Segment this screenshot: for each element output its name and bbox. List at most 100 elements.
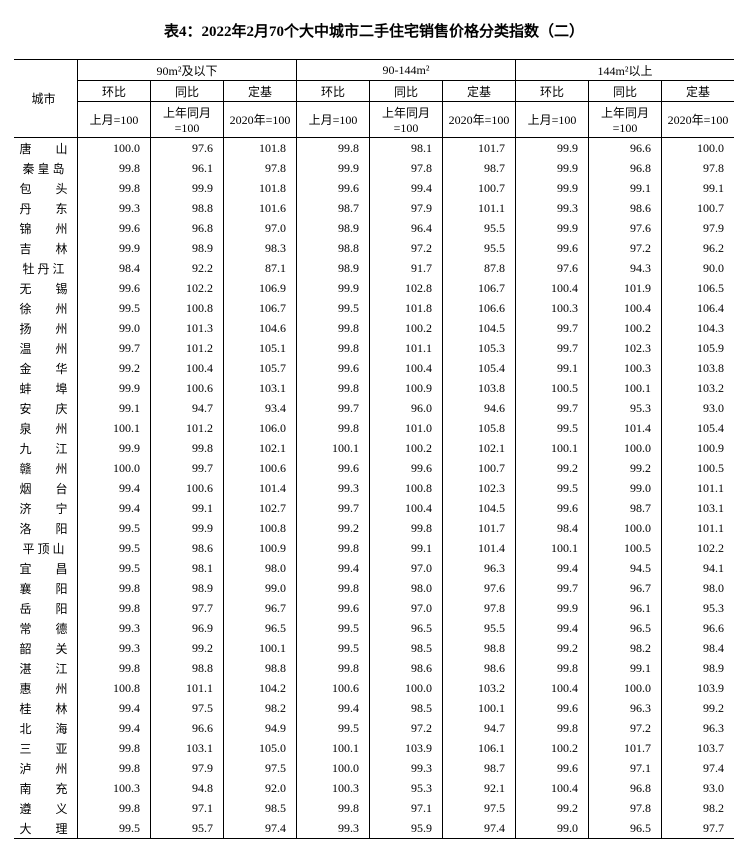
- value-cell: 99.9: [516, 178, 589, 198]
- value-cell: 101.2: [151, 418, 224, 438]
- value-cell: 99.1: [516, 358, 589, 378]
- city-cell: 韶 关: [14, 638, 78, 658]
- value-cell: 93.4: [224, 398, 297, 418]
- table-row: 北 海99.496.694.999.597.294.799.897.296.3: [14, 718, 734, 738]
- city-cell: 湛 江: [14, 658, 78, 678]
- value-cell: 99.5: [78, 558, 151, 578]
- value-cell: 101.4: [224, 478, 297, 498]
- header-hb: 环比: [516, 81, 589, 102]
- city-cell: 南 充: [14, 778, 78, 798]
- value-cell: 99.3: [78, 618, 151, 638]
- value-cell: 99.6: [78, 218, 151, 238]
- value-cell: 87.1: [224, 258, 297, 278]
- value-cell: 99.8: [78, 738, 151, 758]
- value-cell: 101.7: [443, 138, 516, 159]
- value-cell: 99.7: [516, 318, 589, 338]
- value-cell: 99.5: [78, 518, 151, 538]
- value-cell: 100.0: [297, 758, 370, 778]
- value-cell: 100.5: [516, 378, 589, 398]
- value-cell: 99.7: [78, 338, 151, 358]
- value-cell: 99.2: [297, 518, 370, 538]
- value-cell: 99.9: [297, 278, 370, 298]
- table-row: 徐 州99.5100.8106.799.5101.8106.6100.3100.…: [14, 298, 734, 318]
- value-cell: 100.0: [78, 458, 151, 478]
- value-cell: 99.2: [662, 698, 735, 718]
- table-row: 岳 阳99.897.796.799.697.097.899.996.195.3: [14, 598, 734, 618]
- value-cell: 99.9: [297, 158, 370, 178]
- table-row: 泸 州99.897.997.5100.099.398.799.697.197.4: [14, 758, 734, 778]
- header-base-fixed: 2020年=100: [224, 102, 297, 138]
- table-row: 唐 山100.097.6101.899.898.1101.799.996.610…: [14, 138, 734, 159]
- header-group-1: 90m²及以下: [78, 60, 297, 81]
- table-row: 吉 林99.998.998.398.897.295.599.697.296.2: [14, 238, 734, 258]
- value-cell: 98.5: [224, 798, 297, 818]
- table-row: 大 理99.595.797.499.395.997.499.096.597.7: [14, 818, 734, 839]
- value-cell: 102.2: [662, 538, 735, 558]
- value-cell: 98.5: [370, 638, 443, 658]
- value-cell: 99.4: [78, 698, 151, 718]
- value-cell: 99.4: [297, 558, 370, 578]
- value-cell: 99.1: [589, 658, 662, 678]
- value-cell: 99.4: [78, 498, 151, 518]
- value-cell: 98.9: [662, 658, 735, 678]
- value-cell: 99.1: [370, 538, 443, 558]
- value-cell: 97.1: [151, 798, 224, 818]
- value-cell: 98.4: [662, 638, 735, 658]
- city-cell: 包 头: [14, 178, 78, 198]
- value-cell: 99.5: [78, 298, 151, 318]
- value-cell: 101.7: [589, 738, 662, 758]
- value-cell: 105.8: [443, 418, 516, 438]
- value-cell: 99.8: [78, 758, 151, 778]
- city-cell: 吉 林: [14, 238, 78, 258]
- table-row: 韶 关99.399.2100.199.598.598.899.298.298.4: [14, 638, 734, 658]
- value-cell: 97.5: [224, 758, 297, 778]
- value-cell: 92.2: [151, 258, 224, 278]
- value-cell: 97.9: [151, 758, 224, 778]
- value-cell: 98.8: [151, 198, 224, 218]
- value-cell: 103.8: [662, 358, 735, 378]
- value-cell: 102.2: [151, 278, 224, 298]
- table-row: 锦 州99.696.897.098.996.495.599.997.697.9: [14, 218, 734, 238]
- value-cell: 100.1: [516, 438, 589, 458]
- value-cell: 99.8: [370, 518, 443, 538]
- value-cell: 99.3: [370, 758, 443, 778]
- value-cell: 101.1: [443, 198, 516, 218]
- value-cell: 99.4: [516, 618, 589, 638]
- value-cell: 100.8: [224, 518, 297, 538]
- value-cell: 100.3: [297, 778, 370, 798]
- value-cell: 101.4: [443, 538, 516, 558]
- header-base-year: 上年同月=100: [370, 102, 443, 138]
- value-cell: 99.5: [516, 478, 589, 498]
- value-cell: 99.8: [297, 798, 370, 818]
- value-cell: 99.6: [516, 758, 589, 778]
- value-cell: 100.1: [297, 438, 370, 458]
- value-cell: 105.0: [224, 738, 297, 758]
- value-cell: 98.9: [151, 578, 224, 598]
- price-index-table: 城市 90m²及以下 90-144m² 144m²以上 环比 同比 定基 环比 …: [14, 59, 734, 839]
- city-cell: 泉 州: [14, 418, 78, 438]
- value-cell: 98.8: [224, 658, 297, 678]
- table-row: 湛 江99.898.898.899.898.698.699.899.198.9: [14, 658, 734, 678]
- value-cell: 99.5: [297, 638, 370, 658]
- value-cell: 97.4: [443, 818, 516, 839]
- value-cell: 106.0: [224, 418, 297, 438]
- value-cell: 101.9: [589, 278, 662, 298]
- value-cell: 97.5: [151, 698, 224, 718]
- value-cell: 104.2: [224, 678, 297, 698]
- value-cell: 104.6: [224, 318, 297, 338]
- value-cell: 97.8: [370, 158, 443, 178]
- value-cell: 99.8: [78, 578, 151, 598]
- value-cell: 98.6: [589, 198, 662, 218]
- value-cell: 99.2: [516, 638, 589, 658]
- value-cell: 105.4: [662, 418, 735, 438]
- city-cell: 秦 皇 岛: [14, 158, 78, 178]
- value-cell: 99.6: [370, 458, 443, 478]
- value-cell: 99.6: [516, 498, 589, 518]
- value-cell: 105.4: [443, 358, 516, 378]
- value-cell: 102.7: [224, 498, 297, 518]
- city-cell: 蚌 埠: [14, 378, 78, 398]
- value-cell: 96.2: [662, 238, 735, 258]
- value-cell: 100.5: [589, 538, 662, 558]
- value-cell: 103.1: [224, 378, 297, 398]
- value-cell: 99.2: [78, 358, 151, 378]
